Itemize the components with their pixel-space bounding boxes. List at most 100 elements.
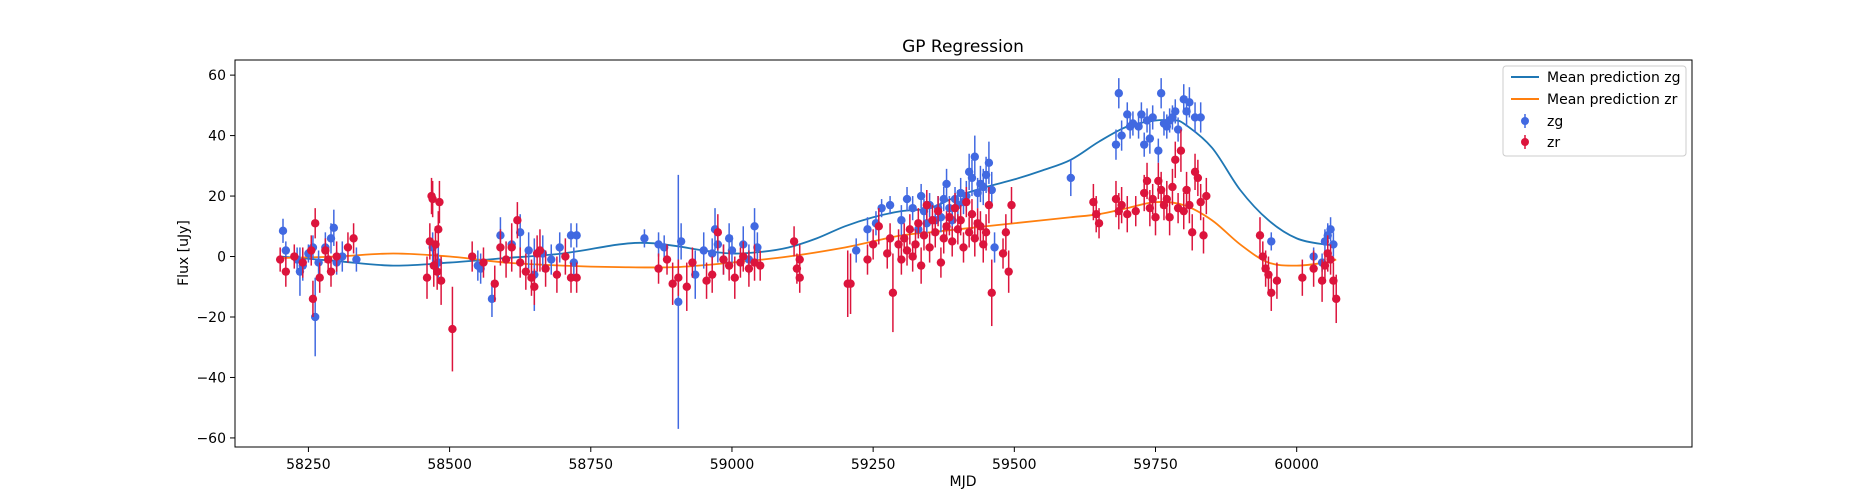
data-point-zg xyxy=(1196,113,1205,122)
data-point-zr xyxy=(905,225,915,234)
data-point-zg xyxy=(674,297,683,307)
data-point-zr xyxy=(964,228,974,237)
data-point-zg xyxy=(1066,173,1075,183)
data-point-zr xyxy=(945,213,954,222)
data-point-zr xyxy=(1151,213,1160,222)
data-point-zr xyxy=(541,264,550,273)
data-point-zr xyxy=(987,288,996,298)
data-point-zr xyxy=(435,197,444,207)
y-axis-label: Flux [uJy] xyxy=(176,220,192,286)
data-point-zr xyxy=(1168,182,1177,192)
legend-box xyxy=(1502,65,1687,157)
data-point-zr xyxy=(290,252,299,261)
data-point-zr xyxy=(507,243,516,252)
data-point-zr xyxy=(1007,200,1016,210)
data-point-zr xyxy=(674,273,683,282)
data-point-zr xyxy=(561,252,570,261)
data-point-zg xyxy=(1171,107,1180,116)
y-tick-label: 60 xyxy=(208,68,226,84)
data-point-zr xyxy=(962,197,971,207)
data-point-zr xyxy=(739,252,748,261)
data-point-zr xyxy=(343,243,353,252)
data-point-zr xyxy=(281,267,291,276)
data-point-zr xyxy=(707,270,717,279)
chart-title: GP Regression xyxy=(902,37,1024,57)
legend-label-zr: zr xyxy=(1547,135,1560,151)
data-point-zr xyxy=(1185,200,1194,210)
data-point-zr xyxy=(1326,255,1335,264)
data-point-zr xyxy=(984,200,994,210)
data-point-zr xyxy=(688,258,697,267)
legend-marker-zg xyxy=(1521,117,1529,125)
y-tick-label: 40 xyxy=(208,129,226,145)
data-point-zr xyxy=(521,267,531,276)
data-point-zr xyxy=(868,240,878,249)
data-point-zr xyxy=(931,228,940,237)
data-point-zg xyxy=(942,179,951,189)
data-point-zg xyxy=(916,191,926,201)
x-tick-label: 58500 xyxy=(427,457,472,473)
data-point-zg xyxy=(1117,131,1126,140)
data-point-zg xyxy=(572,231,581,240)
data-point-zr xyxy=(1179,206,1188,216)
data-point-zr xyxy=(948,237,957,246)
data-point-zr xyxy=(535,246,545,255)
data-point-zr xyxy=(572,273,581,282)
data-point-zg xyxy=(750,222,759,231)
data-point-zr xyxy=(846,279,855,288)
data-point-zr xyxy=(981,228,991,237)
data-point-zr xyxy=(1123,209,1132,219)
data-point-zr xyxy=(1142,176,1152,186)
x-tick-label: 58250 xyxy=(286,457,331,473)
y-tick-label: −20 xyxy=(196,310,226,326)
data-point-zg xyxy=(990,243,999,252)
data-point-zr xyxy=(349,234,358,243)
data-point-zr xyxy=(1309,264,1318,273)
x-tick-label: 59250 xyxy=(851,457,896,473)
data-point-zg xyxy=(984,158,994,167)
data-point-zr xyxy=(332,252,341,261)
data-point-zr xyxy=(515,258,525,267)
legend-label-zg: zg xyxy=(1547,114,1563,130)
data-point-zg xyxy=(524,246,533,255)
y-tick-label: 20 xyxy=(208,189,226,205)
data-point-zr xyxy=(724,261,734,270)
data-point-zr xyxy=(307,246,316,255)
data-point-zr xyxy=(863,255,872,264)
data-point-zr xyxy=(1131,206,1140,216)
data-point-zr xyxy=(959,243,968,252)
data-point-zr xyxy=(662,255,672,264)
data-point-zr xyxy=(702,276,711,285)
data-point-zg xyxy=(1267,237,1276,246)
data-point-zr xyxy=(1176,146,1186,155)
data-point-zr xyxy=(902,246,912,255)
data-point-zr xyxy=(1255,231,1265,240)
data-point-zg xyxy=(278,226,288,236)
data-point-zg xyxy=(547,255,556,264)
data-point-zr xyxy=(682,282,691,291)
data-point-zr xyxy=(432,267,442,276)
data-point-zr xyxy=(719,255,728,264)
data-point-zr xyxy=(1004,267,1013,276)
data-point-zr xyxy=(925,243,934,252)
data-point-zr xyxy=(888,288,898,298)
data-point-zr xyxy=(448,324,457,334)
data-point-zg xyxy=(1114,89,1124,98)
data-point-zr xyxy=(310,219,320,228)
x-axis-ticks: 58250 58500 58750 59000 59250 59500 59750 60000 xyxy=(286,447,1319,473)
data-point-zg xyxy=(852,246,861,255)
data-point-zr xyxy=(1001,228,1011,237)
data-point-zr xyxy=(1165,213,1174,222)
data-point-zr xyxy=(1272,276,1282,285)
data-point-zr xyxy=(422,273,432,282)
data-point-zg xyxy=(885,200,895,210)
x-tick-label: 60000 xyxy=(1274,457,1319,473)
data-point-zr xyxy=(467,252,477,261)
data-point-zr xyxy=(298,258,307,267)
data-point-zg xyxy=(1137,110,1146,119)
x-axis-label: MJD xyxy=(950,474,977,490)
data-point-zr xyxy=(428,194,437,204)
data-point-zr xyxy=(885,234,895,243)
data-point-zr xyxy=(552,270,562,279)
